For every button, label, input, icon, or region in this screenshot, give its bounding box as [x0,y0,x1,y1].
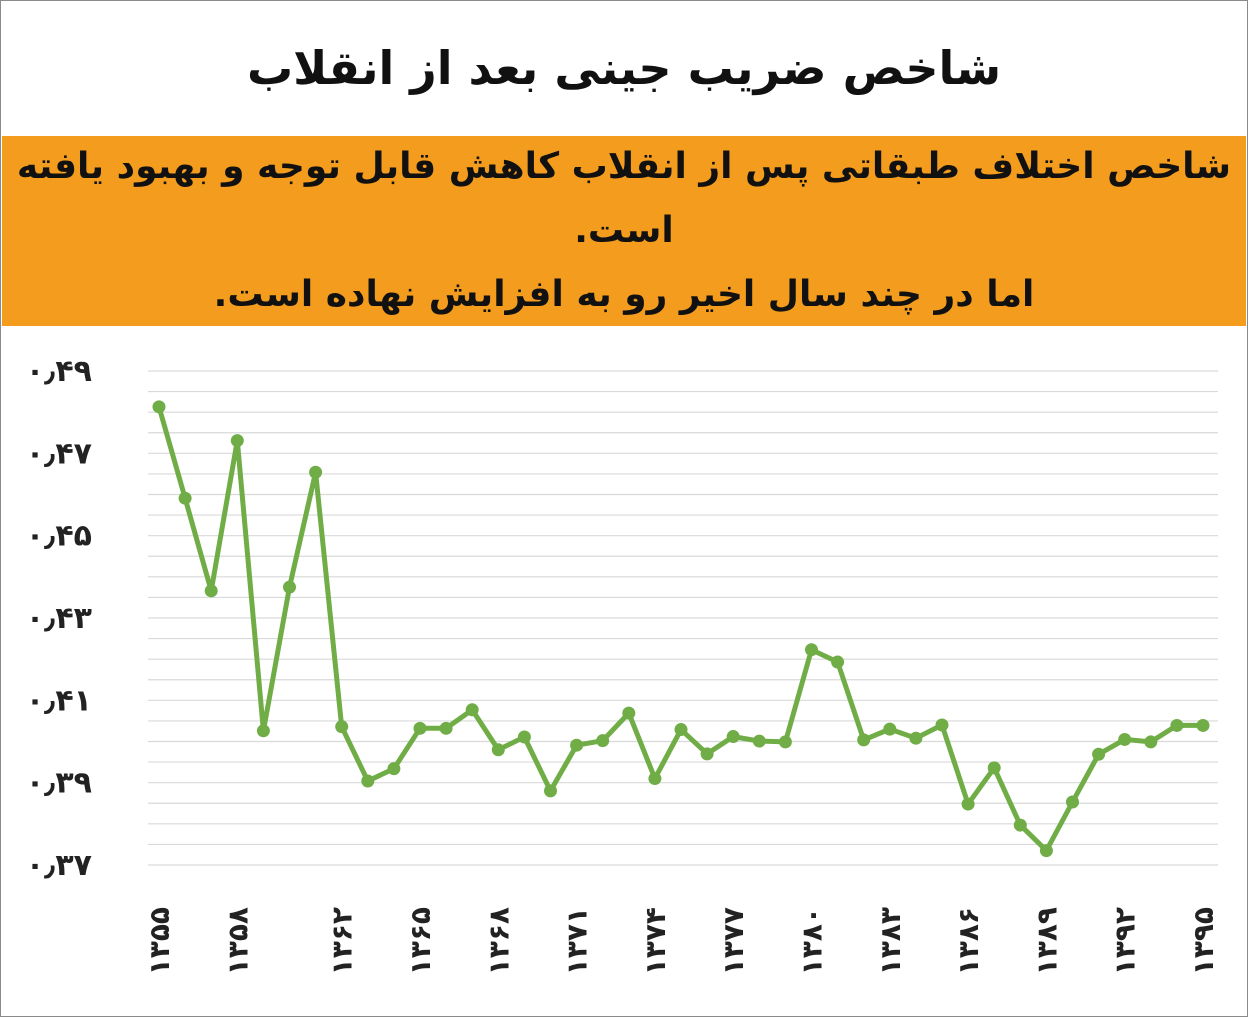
x-tick-label: ۱۳۷۷ [717,907,750,975]
data-point [935,718,949,732]
y-tick-label: ۰٫۴۹ [26,354,92,389]
x-tick-label: ۱۳۹۵ [1187,907,1220,975]
x-tick-label: ۱۳۷۴ [639,907,672,975]
data-point [778,735,792,749]
data-point [674,723,688,737]
x-tick-label: ۱۳۵۸ [221,907,254,975]
chart-title: شاخص ضریب جینی بعد از انقلاب [246,41,1002,95]
data-point [1066,795,1079,809]
y-tick-label: ۰٫۴۵ [26,519,92,554]
summary-banner: شاخص اختلاف طبقاتی پس از انقلاب کاهش قاب… [2,136,1246,326]
data-point [204,584,218,598]
y-tick-label: ۰٫۳۷ [26,848,92,883]
data-point [1196,718,1210,732]
data-point [1144,735,1158,749]
x-tick-label: ۱۳۸۳ [874,907,907,975]
data-point [439,721,453,735]
series-points [152,400,1210,858]
data-point [1039,844,1053,858]
data-point [883,722,897,736]
data-point [857,733,871,747]
x-tick-label: ۱۳۹۲ [1109,907,1142,975]
x-tick-label: ۱۳۵۵ [143,907,176,975]
data-point [596,734,610,748]
data-point [361,774,375,788]
data-point [752,734,766,748]
data-point [256,724,270,738]
data-point [335,720,349,734]
data-point [413,721,427,735]
y-tick-label: ۰٫۴۷ [26,436,92,471]
x-tick-label: ۱۳۶۵ [404,907,437,975]
x-tick-label: ۱۳۸۶ [952,907,985,975]
banner-line-1: شاخص اختلاف طبقاتی پس از انقلاب کاهش قاب… [16,146,1232,251]
banner-line-2: اما در چند سال اخیر رو به افزایش نهاده ا… [213,274,1035,315]
grid-lines [148,370,1218,866]
data-point [152,400,166,414]
x-tick-label: ۱۳۷۱ [561,907,594,975]
y-tick-label: ۰٫۴۱ [26,683,92,718]
data-point [909,731,923,745]
y-tick-label: ۰٫۴۳ [26,601,92,636]
data-point [987,761,1001,775]
data-point [465,703,479,717]
x-axis: ۱۳۵۵ ۱۳۵۸ ۱۳۶۲ ۱۳۶۵ ۱۳۶۸ ۱۳۷۱ ۱۳۷۴ ۱۳۷۷ ۱۳۸۰ ۱۳۸۳… [143,907,1220,975]
data-point [831,655,845,669]
data-point [1013,818,1027,832]
data-point [1092,747,1106,761]
data-point [726,730,740,744]
x-tick-label: ۱۳۸۹ [1030,907,1063,975]
data-point [230,434,244,448]
data-point [178,491,192,505]
data-point [517,730,531,744]
data-point [1118,732,1132,746]
data-point [544,784,557,798]
data-point [309,465,323,479]
y-tick-label: ۰٫۳۹ [26,766,92,801]
x-tick-label: ۱۳۶۲ [326,907,359,975]
data-point [387,762,401,776]
data-point [805,643,818,657]
y-axis: ۰٫۴۹ ۰٫۴۷ ۰٫۴۵ ۰٫۴۳ ۰٫۴۱ ۰٫۳۹ ۰٫۳۷ [26,354,92,883]
x-tick-label: ۱۳۸۰ [796,907,829,975]
data-point [622,706,636,720]
line-chart: ۰٫۴۹ ۰٫۴۷ ۰٫۴۵ ۰٫۴۳ ۰٫۴۱ ۰٫۳۹ ۰٫۳۷ ۱۳۵۵ ۱۳۵۸ ۱۳۶… [26,354,1220,975]
data-point [961,797,975,811]
data-point [648,772,662,786]
data-point [570,738,584,752]
data-point [491,743,505,757]
data-point [1170,718,1184,732]
data-point [700,747,714,761]
data-point [283,580,296,594]
x-tick-label: ۱۳۶۸ [482,907,515,975]
